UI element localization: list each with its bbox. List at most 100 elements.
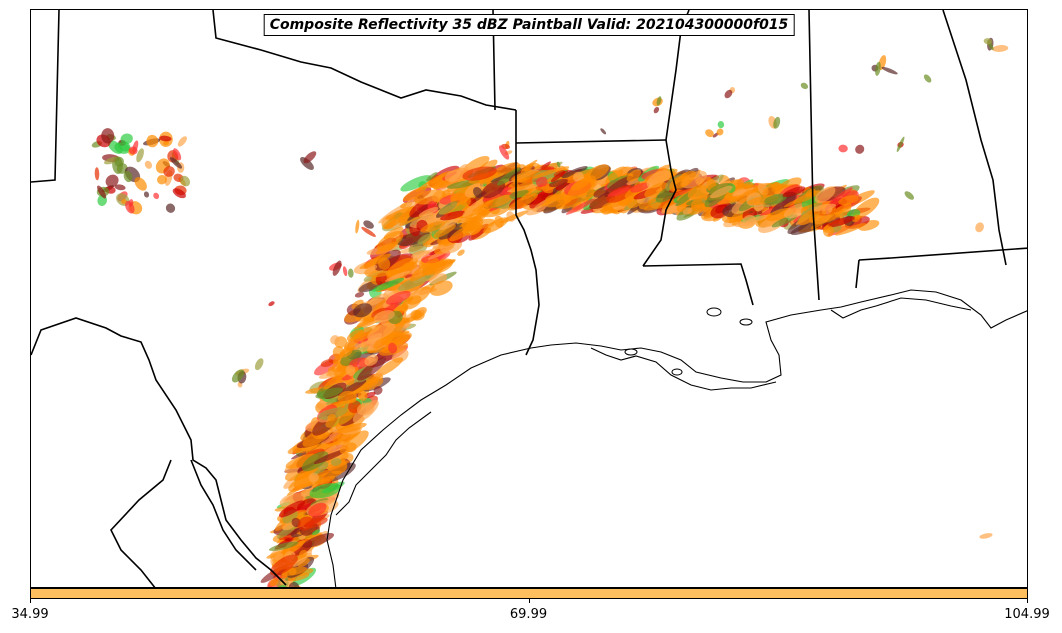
reflectivity-blob <box>355 219 360 234</box>
map-panel: Composite Reflectivity 35 dBZ Paintball … <box>30 9 1028 588</box>
reflectivity-blob <box>347 268 354 278</box>
reflectivity-blob <box>163 166 175 177</box>
reflectivity-blob <box>340 349 362 366</box>
reflectivity-blob <box>144 160 153 169</box>
reflectivity-blob <box>348 357 370 370</box>
reflectivity-blob <box>354 292 365 298</box>
reflectivity-blob <box>457 249 465 256</box>
reflectivity-blob <box>473 187 483 198</box>
border-tx-ar-la <box>515 110 540 356</box>
reflectivity-blob <box>268 541 299 551</box>
colorbar-tick-label: 104.99 <box>1004 607 1050 622</box>
border-ar-ms-river <box>642 10 690 267</box>
reflectivity-blob <box>313 449 347 464</box>
reflectivity-blob <box>438 201 458 215</box>
reflectivity-blob <box>143 191 150 198</box>
reflectivity-blob <box>397 274 431 291</box>
reflectivity-blob <box>420 221 446 233</box>
reflectivity-blob <box>433 181 444 190</box>
reflectivity-blob <box>724 89 733 99</box>
reflectivity-blob <box>417 233 432 245</box>
reflectivity-blob <box>169 157 183 169</box>
reflectivity-blob <box>710 185 733 199</box>
reflectivity-blob <box>406 288 438 297</box>
reflectivity-blob <box>136 148 144 163</box>
map-title: Composite Reflectivity 35 dBZ Paintball … <box>263 14 795 36</box>
reflectivity-blob <box>121 198 127 205</box>
reflectivity-blob <box>308 502 327 517</box>
reflectivity-blob <box>983 38 993 45</box>
border-mexico-states <box>110 459 172 587</box>
reflectivity-blob <box>607 169 624 181</box>
reflectivity-blob <box>565 197 598 215</box>
reflectivity-blob <box>327 413 336 422</box>
reflectivity-blob <box>377 257 391 270</box>
border-la-ms <box>642 263 754 306</box>
colorbar <box>30 588 1028 599</box>
reflectivity-blob <box>555 195 588 210</box>
reflectivity-blob <box>134 177 147 191</box>
reflectivity-blob <box>254 358 264 371</box>
reflectivity-blob <box>361 226 376 237</box>
reflectivity-blob <box>411 250 430 259</box>
reflectivity-blob <box>385 206 417 220</box>
reflectivity-blob <box>439 218 460 230</box>
reflectivity-blob <box>342 266 348 277</box>
reflectivity-blob <box>397 230 430 247</box>
reflectivity-blob <box>838 144 848 153</box>
reflectivity-blob <box>403 315 418 324</box>
reflectivity-blob <box>301 451 329 472</box>
reflectivity-blob <box>561 166 588 179</box>
reflectivity-blob <box>312 529 321 536</box>
colorbar-tick <box>1027 599 1028 603</box>
reflectivity-blob <box>303 151 317 164</box>
reflectivity-blob <box>172 188 186 199</box>
border-ok-tx-red-river <box>212 10 517 111</box>
reflectivity-blob <box>373 386 383 395</box>
reflectivity-blob <box>364 264 378 274</box>
reflectivity-blob <box>364 354 379 366</box>
reflectivity-blob <box>371 277 405 292</box>
reflectivity-blob <box>367 322 396 341</box>
state-borders <box>31 10 1027 587</box>
reflectivity-blob <box>153 192 160 200</box>
reflectivity-blob <box>810 211 836 230</box>
reflectivity-blob <box>128 199 134 207</box>
reflectivity-blob <box>800 82 809 90</box>
colorbar-tick-label: 69.99 <box>509 607 548 622</box>
reflectivity-blob <box>673 170 697 189</box>
reflectivity-blob <box>827 216 855 228</box>
reflectivity-blob <box>101 128 115 144</box>
reflectivity-blob <box>742 214 756 227</box>
reflectivity-blob <box>297 558 310 568</box>
reflectivity-blob <box>317 407 348 420</box>
reflectivity-blob <box>656 96 662 106</box>
reflectivity-blob <box>337 390 357 405</box>
reflectivity-blob <box>717 195 745 205</box>
reflectivity-blob <box>385 257 414 278</box>
reflectivity-blob <box>114 184 126 191</box>
reflectivity-blob <box>159 135 172 142</box>
colorbar-tick-label: 34.99 <box>11 607 49 622</box>
border-al-fl <box>858 247 1027 261</box>
reflectivity-blob <box>325 408 356 428</box>
reflectivity-blob <box>456 164 468 174</box>
reflectivity-blob <box>822 225 835 237</box>
reflectivity-blob <box>600 128 607 135</box>
border-mexico-states-2 <box>190 459 257 571</box>
reflectivity-blob <box>492 162 521 179</box>
reflectivity-blob <box>647 198 657 204</box>
reflectivity-blob <box>270 554 298 576</box>
reflectivity-blob <box>400 175 432 192</box>
reflectivity-blob <box>881 66 898 75</box>
reflectivity-blob <box>418 207 439 217</box>
reflectivity-blob <box>855 144 865 154</box>
reflectivity-blob <box>336 422 367 434</box>
reflectivity-blob <box>814 186 836 204</box>
reflectivity-blob <box>357 390 368 401</box>
reflectivity-blob <box>715 202 732 214</box>
reflectivity-blob <box>114 156 124 167</box>
border-ok-tx-west <box>31 10 60 183</box>
reflectivity-blob <box>297 479 332 488</box>
reflectivity-blob <box>268 301 275 307</box>
